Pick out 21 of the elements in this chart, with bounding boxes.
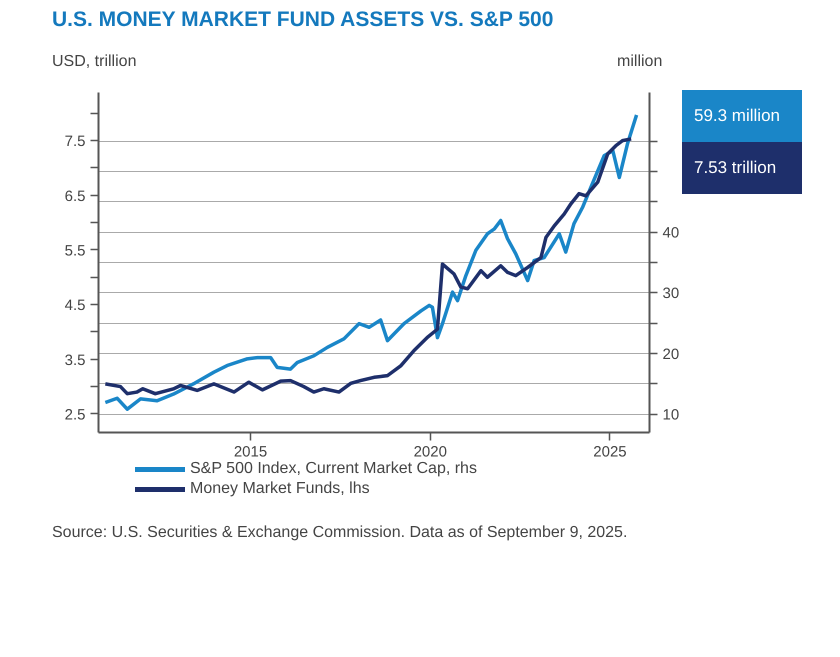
y-tick-label: 3.5 [64,352,86,369]
y2-tick-label: 10 [662,406,680,424]
source-note: Source: U.S. Securities & Exchange Commission. Data as of September 9, 2025. [51,523,628,543]
y-axis-title: USD, trillion [52,52,136,72]
y-tick-label: 2.5 [64,406,86,424]
y-tick-label: 4.5 [64,297,86,314]
x-tick-label: 2020 [414,444,447,460]
legend-label: Money Market Funds, lhs [190,480,370,498]
text: 7.53 trillion [682,142,802,194]
y-tick-label: 6.5 [64,188,86,205]
y2-axis-title: million [617,52,662,72]
y2-tick-label: 20 [662,346,680,363]
chart-title: U.S. MONEY MARKET FUND ASSETS VS. S&P 500 [51,7,554,33]
x-tick-label: 2015 [234,444,268,460]
y-tick-label: 7.5 [64,133,86,150]
y-tick-label: 5.5 [64,242,86,260]
text: 59.3 million [682,90,802,142]
y2-tick-label: 40 [662,224,680,242]
legend-label: S&P 500 Index, Current Market Cap, rhs [190,460,477,478]
x-tick-label: 2025 [593,444,627,460]
y2-tick-label: 30 [662,285,680,302]
